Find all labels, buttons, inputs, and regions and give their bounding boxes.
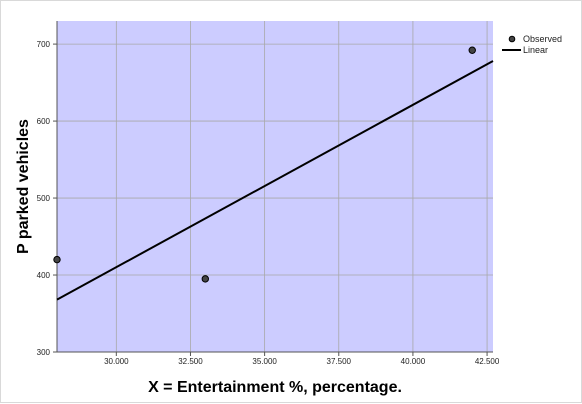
observed-point: [53, 255, 61, 264]
axes: [56, 21, 493, 353]
x-tick-label: 32.500: [178, 357, 203, 366]
x-tick-label: 40.000: [401, 357, 426, 366]
x-tick-labels: 30.000 32.500 35.000 37.500 40.000 42.500: [104, 352, 500, 366]
series: [53, 46, 494, 301]
y-tick-label: 400: [37, 271, 51, 280]
y-tick-label: 600: [37, 117, 51, 126]
y-tick-labels: 300 400 500 600 700: [37, 40, 57, 357]
observed-point: [201, 275, 209, 283]
legend-label-observed: Observed: [523, 34, 562, 44]
plot-area: [57, 21, 493, 352]
observed-point: [468, 46, 476, 54]
y-tick-label: 700: [37, 40, 51, 49]
legend: Observed Linear: [502, 34, 562, 55]
x-axis-label: X = Entertainment %, percentage.: [148, 379, 402, 396]
linear-fit-line: [56, 60, 494, 301]
x-tick-label: 30.000: [104, 357, 129, 366]
x-tick-label: 35.000: [252, 357, 277, 366]
legend-label-linear: Linear: [523, 45, 548, 55]
y-tick-label: 500: [37, 194, 51, 203]
y-axis-label: P parked vehicles: [15, 119, 32, 254]
x-tick-label: 37.500: [327, 357, 352, 366]
x-tick-label: 42.500: [475, 357, 500, 366]
y-tick-label: 300: [37, 348, 51, 357]
legend-marker-observed: [508, 35, 516, 43]
